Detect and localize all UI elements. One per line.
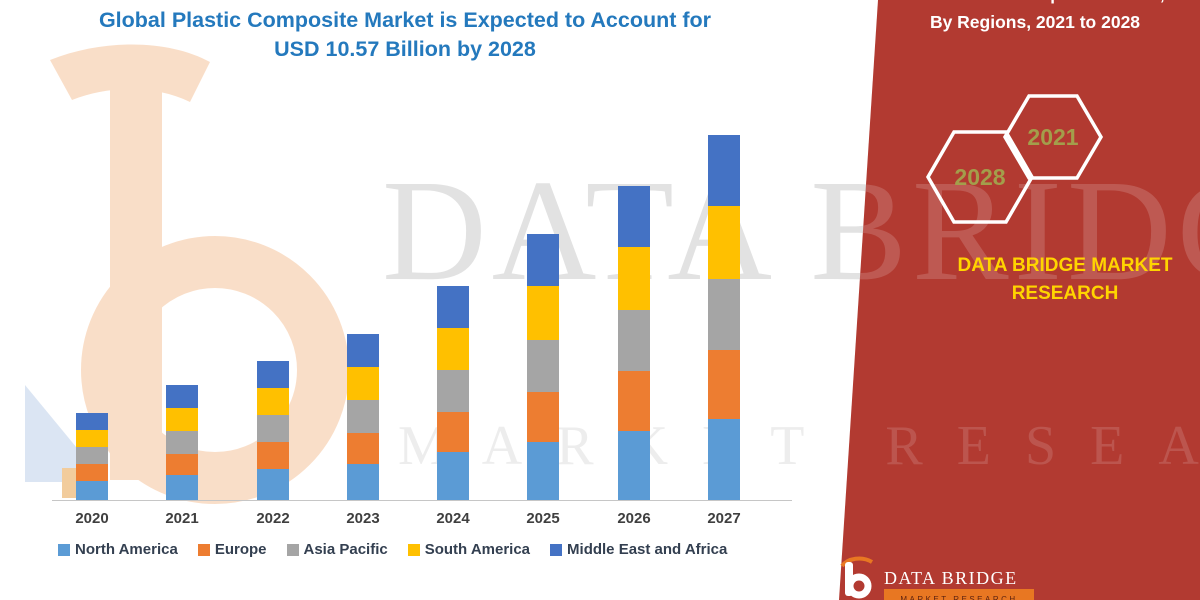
- bar-segment-2021-middle-east-and-africa: [166, 385, 198, 408]
- bar-segment-2022-south-america: [257, 388, 289, 415]
- bar-segment-2022-europe: [257, 442, 289, 469]
- bar-2023: [347, 334, 379, 500]
- x-axis-label-2025: 2025: [526, 510, 560, 527]
- panel-brand: DATA BRIDGE MARKET RESEARCH: [950, 252, 1180, 308]
- bar-segment-2025-asia-pacific: [527, 340, 559, 392]
- bar-segment-2027-south-america: [708, 206, 740, 279]
- panel-brand-line2: RESEARCH: [1011, 283, 1119, 304]
- panel-heading-clipped: Global Plastic Composite Market,: [870, 0, 1190, 5]
- bar-segment-2021-north-america: [166, 475, 198, 500]
- footer-logo-bowl: [846, 573, 872, 599]
- bar-2021: [166, 385, 198, 500]
- footer-logo-text: DATA BRIDGE: [884, 567, 1018, 588]
- hexagon-year-2028: 2028: [954, 164, 1005, 190]
- bar-segment-2026-asia-pacific: [618, 310, 650, 371]
- bar-segment-2023-north-america: [347, 464, 379, 500]
- bar-segment-2025-europe: [527, 392, 559, 442]
- legend-item-north-america: North America: [58, 541, 178, 558]
- legend-swatch-middle-east-and-africa: [550, 543, 563, 556]
- footer-logo: DATA BRIDGE: [838, 556, 1018, 600]
- bar-2026: [618, 186, 650, 500]
- x-axis-label-2027: 2027: [707, 510, 741, 527]
- legend-item-europe: Europe: [197, 541, 267, 558]
- bar-segment-2023-middle-east-and-africa: [347, 334, 379, 367]
- bar-segment-2020-south-america: [76, 430, 108, 447]
- bar-segment-2022-middle-east-and-africa: [257, 361, 289, 388]
- bar-2025: [527, 234, 559, 500]
- bar-segment-2021-south-america: [166, 408, 198, 431]
- x-axis-label-2021: 2021: [165, 510, 199, 527]
- footer-logo-swoosh: [840, 556, 874, 568]
- legend-item-asia-pacific: Asia Pacific: [286, 541, 388, 558]
- x-axis-label-2022: 2022: [256, 510, 290, 527]
- legend-swatch-north-america: [58, 543, 70, 556]
- bar-segment-2020-asia-pacific: [76, 447, 108, 464]
- x-axis-label-2024: 2024: [436, 510, 470, 527]
- plot-area: 2020 2021 2022 2023 2024 2025 2026 2027: [50, 70, 790, 527]
- bar-segment-2023-asia-pacific: [347, 400, 379, 433]
- legend-swatch-europe: [197, 543, 210, 556]
- hexagon-badges: 2028 2021: [925, 94, 1104, 224]
- hexagon-year-2021: 2021: [1027, 124, 1078, 150]
- x-axis-line: [52, 500, 792, 501]
- bar-segment-2025-south-america: [527, 286, 559, 340]
- bar-segment-2026-south-america: [618, 247, 650, 310]
- bar-segment-2021-asia-pacific: [166, 431, 198, 454]
- bar-segment-2024-north-america: [437, 452, 469, 500]
- legend-swatch-asia-pacific: [286, 543, 299, 556]
- bar-segment-2020-middle-east-and-africa: [76, 413, 108, 430]
- x-axis-label-2026: 2026: [617, 510, 651, 527]
- bar-segment-2024-europe: [437, 412, 469, 452]
- bar-segment-2022-asia-pacific: [257, 415, 289, 442]
- bar-segment-2023-south-america: [347, 367, 379, 400]
- legend-swatch-south-america: [407, 543, 420, 556]
- chart-title-line1: Global Plastic Composite Market is Expec…: [98, 8, 712, 32]
- bar-segment-2025-north-america: [527, 442, 559, 500]
- chart-legend: North America Europe Asia Pacific South Ame…: [58, 541, 727, 558]
- bar-segment-2027-middle-east-and-africa: [708, 135, 740, 206]
- legend-label-middle-east-and-africa: Middle East and Africa: [567, 541, 728, 558]
- legend-label-north-america: North America: [75, 541, 178, 558]
- bar-segment-2026-europe: [618, 371, 650, 431]
- bar-2027: [708, 135, 740, 500]
- bar-segment-2027-north-america: [708, 419, 740, 500]
- x-axis-label-2023: 2023: [346, 510, 380, 527]
- x-axis-label-2020: 2020: [75, 510, 109, 527]
- chart-title-line2: USD 10.57 Billion by 2028: [274, 37, 536, 61]
- bar-segment-2022-north-america: [257, 469, 289, 500]
- legend-label-south-america: South America: [424, 541, 531, 558]
- legend-label-europe: Europe: [214, 541, 267, 558]
- hexagon-2021: [1002, 94, 1104, 180]
- bar-segment-2024-asia-pacific: [437, 370, 469, 412]
- bar-segment-2021-europe: [166, 454, 198, 475]
- bar-segment-2026-north-america: [618, 431, 650, 500]
- bar-segment-2025-middle-east-and-africa: [527, 234, 559, 286]
- bar-segment-2023-europe: [347, 433, 379, 464]
- bar-segment-2027-europe: [708, 350, 740, 419]
- bar-segment-2024-south-america: [437, 328, 469, 370]
- footer-logo-banner-text: MARKET RESEARCH: [900, 595, 1018, 600]
- bar-segment-2020-europe: [76, 464, 108, 481]
- legend-item-middle-east-and-africa: Middle East and Africa: [550, 541, 727, 558]
- bar-segment-2027-asia-pacific: [708, 279, 740, 350]
- footer-logo-mark: [840, 556, 874, 599]
- bar-segment-2024-middle-east-and-africa: [437, 286, 469, 328]
- legend-label-asia-pacific: Asia Pacific: [303, 541, 388, 558]
- bar-segment-2020-north-america: [76, 481, 108, 500]
- footer-logo-banner: MARKET RESEARCH: [884, 589, 1034, 600]
- bar-segment-2026-middle-east-and-africa: [618, 186, 650, 247]
- panel-brand-line1: DATA BRIDGE MARKET: [957, 255, 1173, 276]
- chart-title: Global Plastic Composite Market is Expec…: [85, 6, 725, 64]
- bar-2024: [437, 286, 469, 500]
- bar-2020: [76, 413, 108, 500]
- legend-item-south-america: South America: [407, 541, 531, 558]
- panel-heading: By Regions, 2021 to 2028: [929, 12, 1141, 32]
- bar-2022: [257, 361, 289, 500]
